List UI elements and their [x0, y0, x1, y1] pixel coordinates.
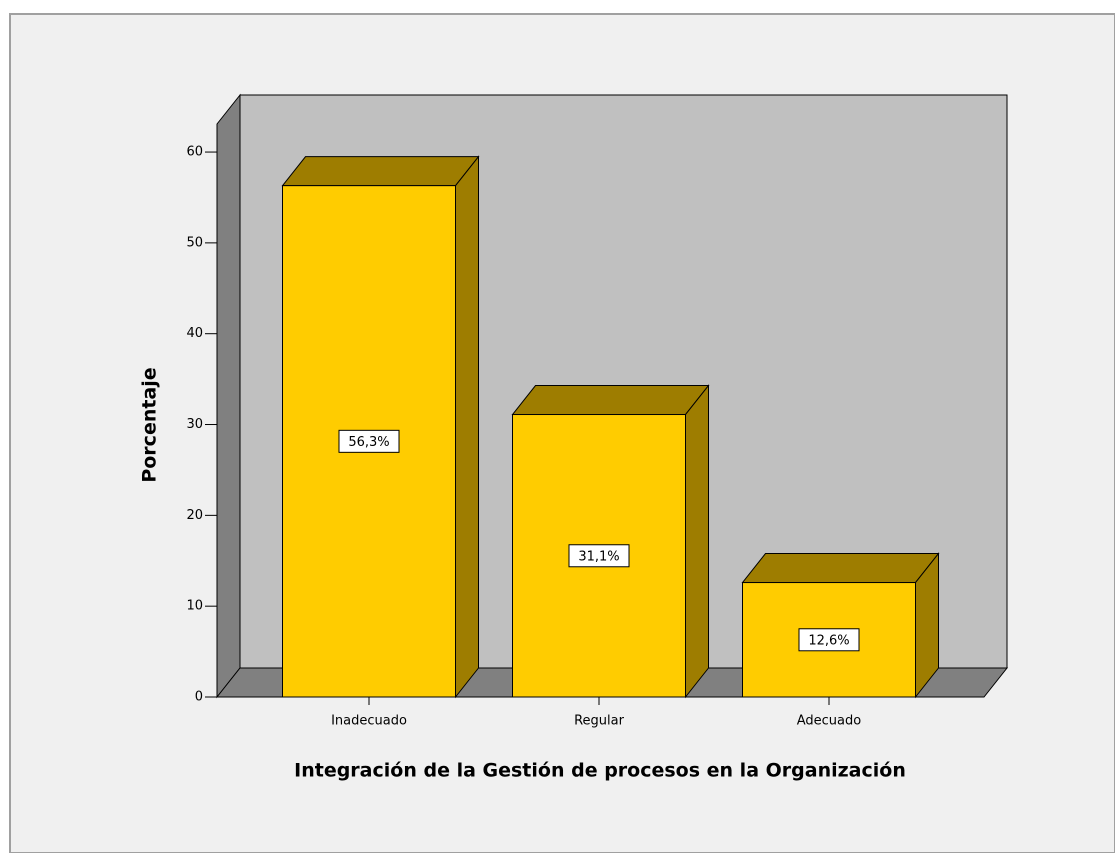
bar-side	[685, 384, 709, 699]
value-label-box	[338, 429, 400, 453]
x-tick-label: Adecuado	[797, 714, 862, 729]
y-tick-label: 50	[186, 235, 203, 250]
y-tick-label: 30	[186, 417, 203, 432]
bar-top	[281, 156, 480, 187]
left-wall	[216, 93, 241, 699]
value-label-box	[798, 628, 860, 652]
y-tick-label: 0	[195, 690, 203, 705]
y-axis-label: Porcentaje	[139, 367, 161, 482]
y-tick-label: 40	[186, 326, 203, 341]
value-label: 31,1%	[578, 549, 619, 564]
x-tick-label: Inadecuado	[331, 714, 407, 729]
x-tick-label: Regular	[574, 714, 625, 729]
value-label-box	[568, 544, 630, 568]
x-axis-label: Integración de la Gestión de procesos en…	[294, 760, 906, 782]
y-tick-label: 20	[186, 508, 203, 523]
value-label: 12,6%	[808, 633, 849, 648]
bar-top	[741, 553, 940, 584]
bar-side	[455, 155, 479, 699]
y-tick-label: 60	[186, 145, 203, 160]
value-label: 56,3%	[348, 435, 389, 450]
bar-top	[511, 385, 710, 416]
y-tick-label: 10	[186, 599, 203, 614]
